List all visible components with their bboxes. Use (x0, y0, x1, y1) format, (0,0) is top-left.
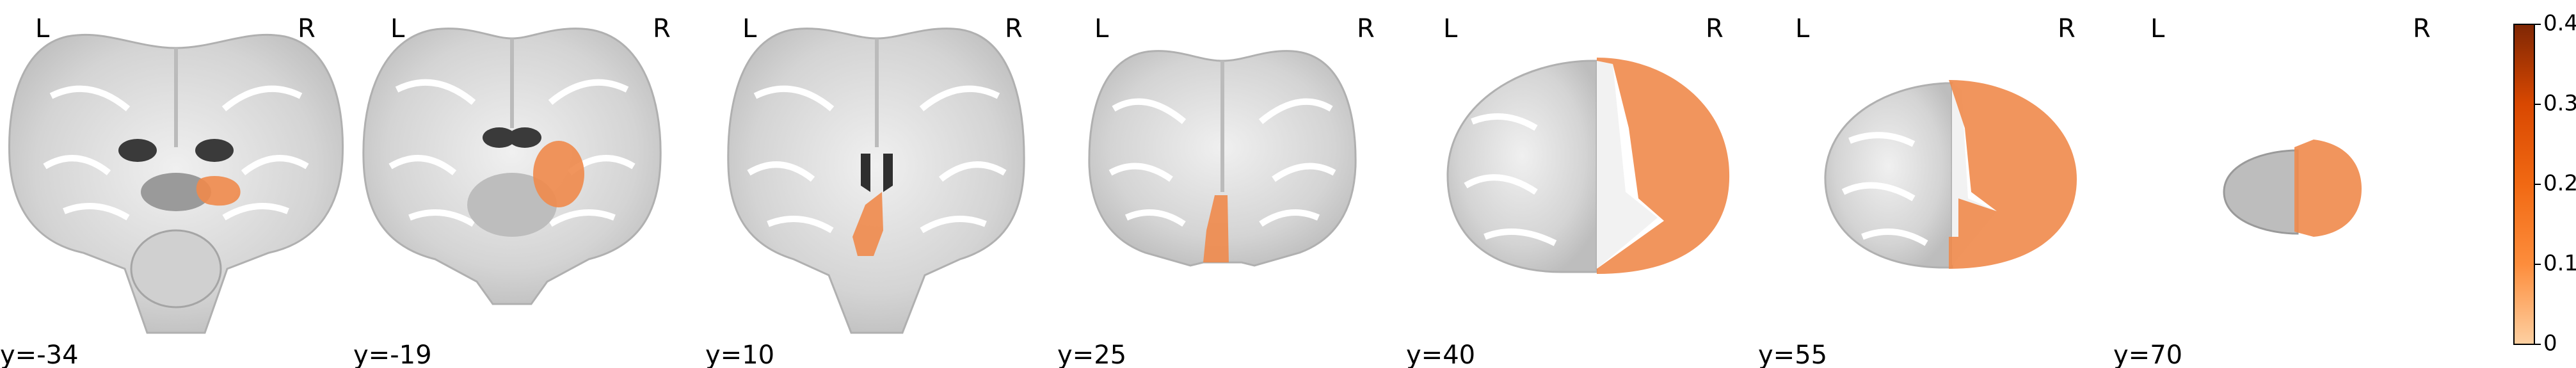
coronal-brain-slice (362, 28, 662, 305)
slice-panel-7: L R y=70 (2113, 14, 2431, 368)
right-orientation-label: R (2413, 14, 2431, 44)
left-orientation-label: L (1094, 14, 1109, 44)
activation-overlay (2294, 140, 2362, 237)
left-orientation-label: L (742, 14, 757, 44)
right-orientation-label: R (653, 14, 671, 44)
coronal-brain-slice (2223, 149, 2299, 235)
activation-overlay (1203, 195, 1229, 262)
activation-overlay (852, 192, 883, 256)
left-orientation-label: L (1443, 14, 1458, 44)
colorbar: 0 0.1 0.2 0.3 0.4 (2513, 11, 2576, 356)
right-orientation-label: R (1706, 14, 1724, 44)
right-orientation-label: R (2058, 14, 2076, 44)
left-orientation-label: L (35, 14, 50, 44)
slice-coordinate-label: y=-19 (353, 340, 432, 368)
coronal-brain-slice (8, 33, 344, 334)
activation-overlay (533, 141, 584, 207)
activation-overlay (196, 176, 241, 206)
colorbar-gradient (2513, 24, 2535, 345)
slice-coordinate-label: y=40 (1406, 340, 1475, 368)
colorbar-tick-label: 0.3 (2543, 91, 2576, 116)
colorbar-tick-label: 0.2 (2543, 171, 2576, 196)
right-orientation-label: R (298, 14, 316, 44)
left-orientation-label: L (2150, 14, 2165, 44)
left-orientation-label: L (1795, 14, 1810, 44)
colorbar-tick-label: 0.4 (2543, 11, 2576, 36)
slice-coordinate-label: y=55 (1758, 340, 1827, 368)
coronal-brain-slice (1088, 50, 1357, 267)
right-orientation-label: R (1005, 14, 1023, 44)
activation-overlay (1597, 58, 1730, 274)
colorbar-tick-label: 0 (2543, 331, 2557, 356)
slice-panel-1: L R y=-34 (0, 14, 344, 368)
slice-panel-3: L R y=10 (705, 14, 1025, 368)
slice-coordinate-label: y=70 (2113, 340, 2182, 368)
slice-coordinate-label: y=10 (705, 340, 774, 368)
slice-panel-4: L R y=25 (1057, 14, 1375, 368)
left-orientation-label: L (390, 14, 405, 44)
slice-coordinate-label: y=25 (1057, 340, 1126, 368)
slice-panel-5: L R y=40 (1406, 14, 1730, 368)
slice-panel-6: L R y=55 (1758, 14, 2077, 368)
right-orientation-label: R (1357, 14, 1375, 44)
slice-coordinate-label: y=-34 (0, 340, 79, 368)
slice-panel-2: L R y=-19 (353, 14, 671, 368)
colorbar-tick-label: 0.1 (2543, 251, 2576, 276)
coronal-brain-slice (727, 28, 1025, 334)
activation-overlay (1949, 80, 2077, 269)
colorbar-ticks: 0 0.1 0.2 0.3 0.4 (2534, 11, 2576, 356)
coronal-brain-slice (1446, 60, 1658, 273)
